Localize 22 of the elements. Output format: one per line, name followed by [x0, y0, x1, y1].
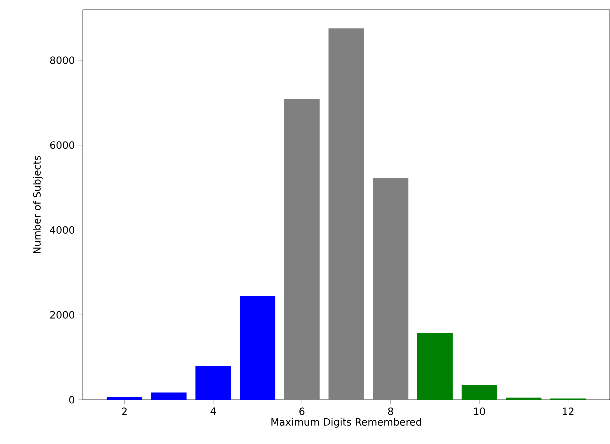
y-tick-label: 4000 [50, 226, 75, 234]
y-axis-title: Number of Subjects [33, 156, 43, 254]
y-tick-label: 8000 [50, 56, 75, 64]
bar [106, 397, 142, 400]
bar [328, 28, 364, 400]
x-tick-label: 2 [122, 408, 127, 416]
x-tick-label: 10 [474, 408, 486, 416]
y-tick-label: 2000 [50, 311, 75, 319]
x-tick-label: 4 [210, 408, 216, 416]
x-tick-label: 6 [300, 408, 305, 416]
x-axis-title: Maximum Digits Remembered [272, 418, 422, 428]
y-tick-label: 6000 [50, 142, 75, 150]
bar [284, 100, 320, 400]
x-tick-label: 8 [388, 408, 394, 416]
bar [417, 333, 453, 400]
bar [196, 366, 232, 400]
y-tick-label: 0 [70, 396, 75, 404]
bar [240, 296, 276, 400]
bar [462, 386, 498, 400]
bar [151, 392, 187, 400]
x-tick-label: 12 [563, 408, 574, 416]
bar [373, 178, 409, 400]
